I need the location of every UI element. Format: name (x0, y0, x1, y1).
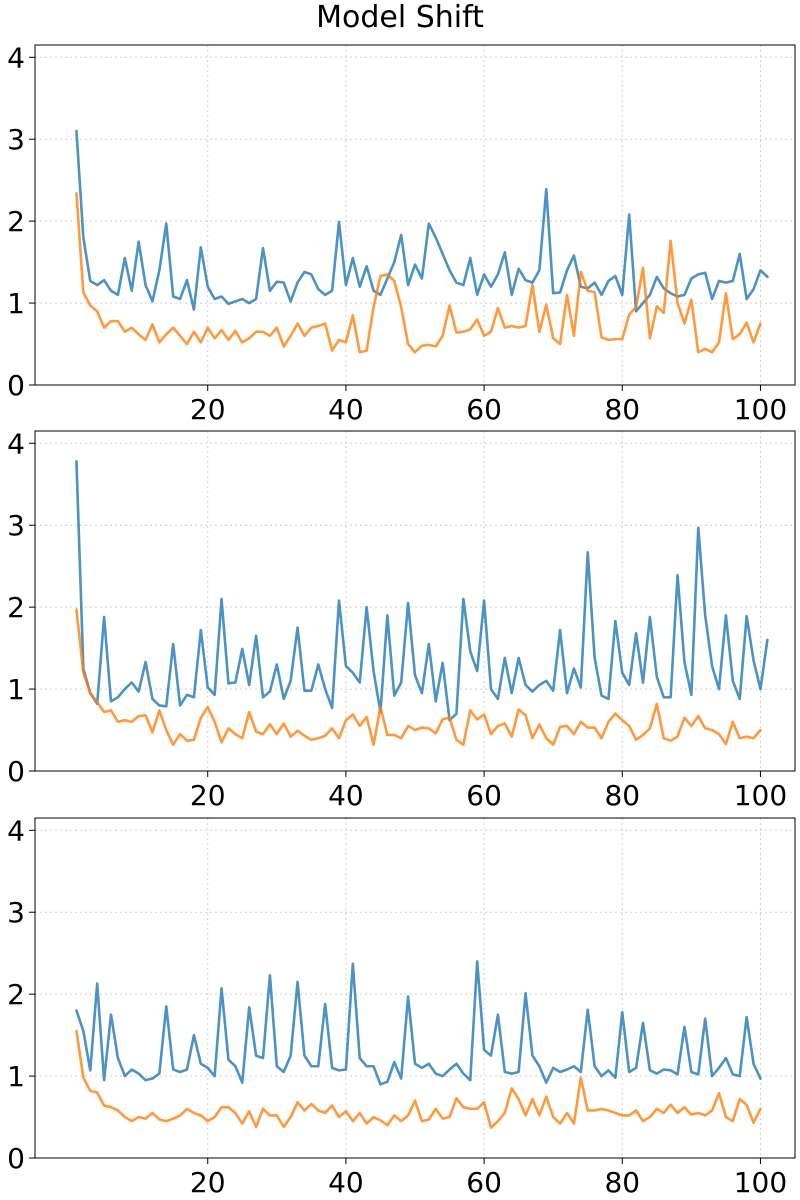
x-tick-label: 100 (734, 779, 787, 812)
x-tick-label: 20 (190, 1166, 226, 1199)
x-tick-label: 100 (734, 393, 787, 426)
x-tick-label: 40 (328, 779, 364, 812)
y-tick-label: 3 (7, 896, 25, 929)
series-b-line (75, 191, 762, 354)
y-tick-label: 1 (7, 1060, 25, 1093)
y-tick-label: 1 (7, 287, 25, 320)
y-tick-label: 3 (7, 123, 25, 156)
axes-frame (34, 430, 796, 772)
y-tick-label: 2 (7, 205, 25, 238)
y-tick-label: 4 (7, 814, 25, 847)
x-tick-label: 20 (190, 779, 226, 812)
x-tick-label: 60 (466, 393, 502, 426)
x-tick-label: 80 (604, 393, 640, 426)
series-b-line (75, 1029, 762, 1129)
subplot-middle: 20 40 60 80 100 0 1 2 3 4 (7, 427, 796, 812)
y-tick-label: 4 (7, 427, 25, 460)
axes-frame (34, 44, 796, 386)
x-tick-label: 80 (604, 1166, 640, 1199)
series-a-line (75, 129, 769, 313)
y-tick-label: 2 (7, 591, 25, 624)
y-tick-label: 0 (7, 369, 25, 402)
y-tick-label: 4 (7, 41, 25, 74)
x-tick-label: 60 (466, 1166, 502, 1199)
axes-frame (34, 817, 796, 1159)
x-tick-label: 40 (328, 393, 364, 426)
y-tick-label: 3 (7, 509, 25, 542)
series-b-line (75, 608, 762, 747)
y-tick-label: 2 (7, 978, 25, 1011)
x-tick-label: 20 (190, 393, 226, 426)
subplot-bottom: 20 40 60 80 100 0 1 2 3 4 (7, 814, 796, 1199)
y-tick-label: 1 (7, 673, 25, 706)
series-a-line (75, 460, 769, 722)
y-tick-label: 0 (7, 755, 25, 788)
series-a-line (75, 960, 762, 1086)
x-tick-label: 100 (734, 1166, 787, 1199)
subplot-top: 20 40 60 80 100 0 1 2 3 4 (7, 41, 796, 426)
x-tick-label: 60 (466, 779, 502, 812)
x-tick-label: 80 (604, 779, 640, 812)
chart-title: Model Shift (316, 0, 484, 35)
y-tick-label: 0 (7, 1142, 25, 1175)
x-tick-label: 40 (328, 1166, 364, 1199)
